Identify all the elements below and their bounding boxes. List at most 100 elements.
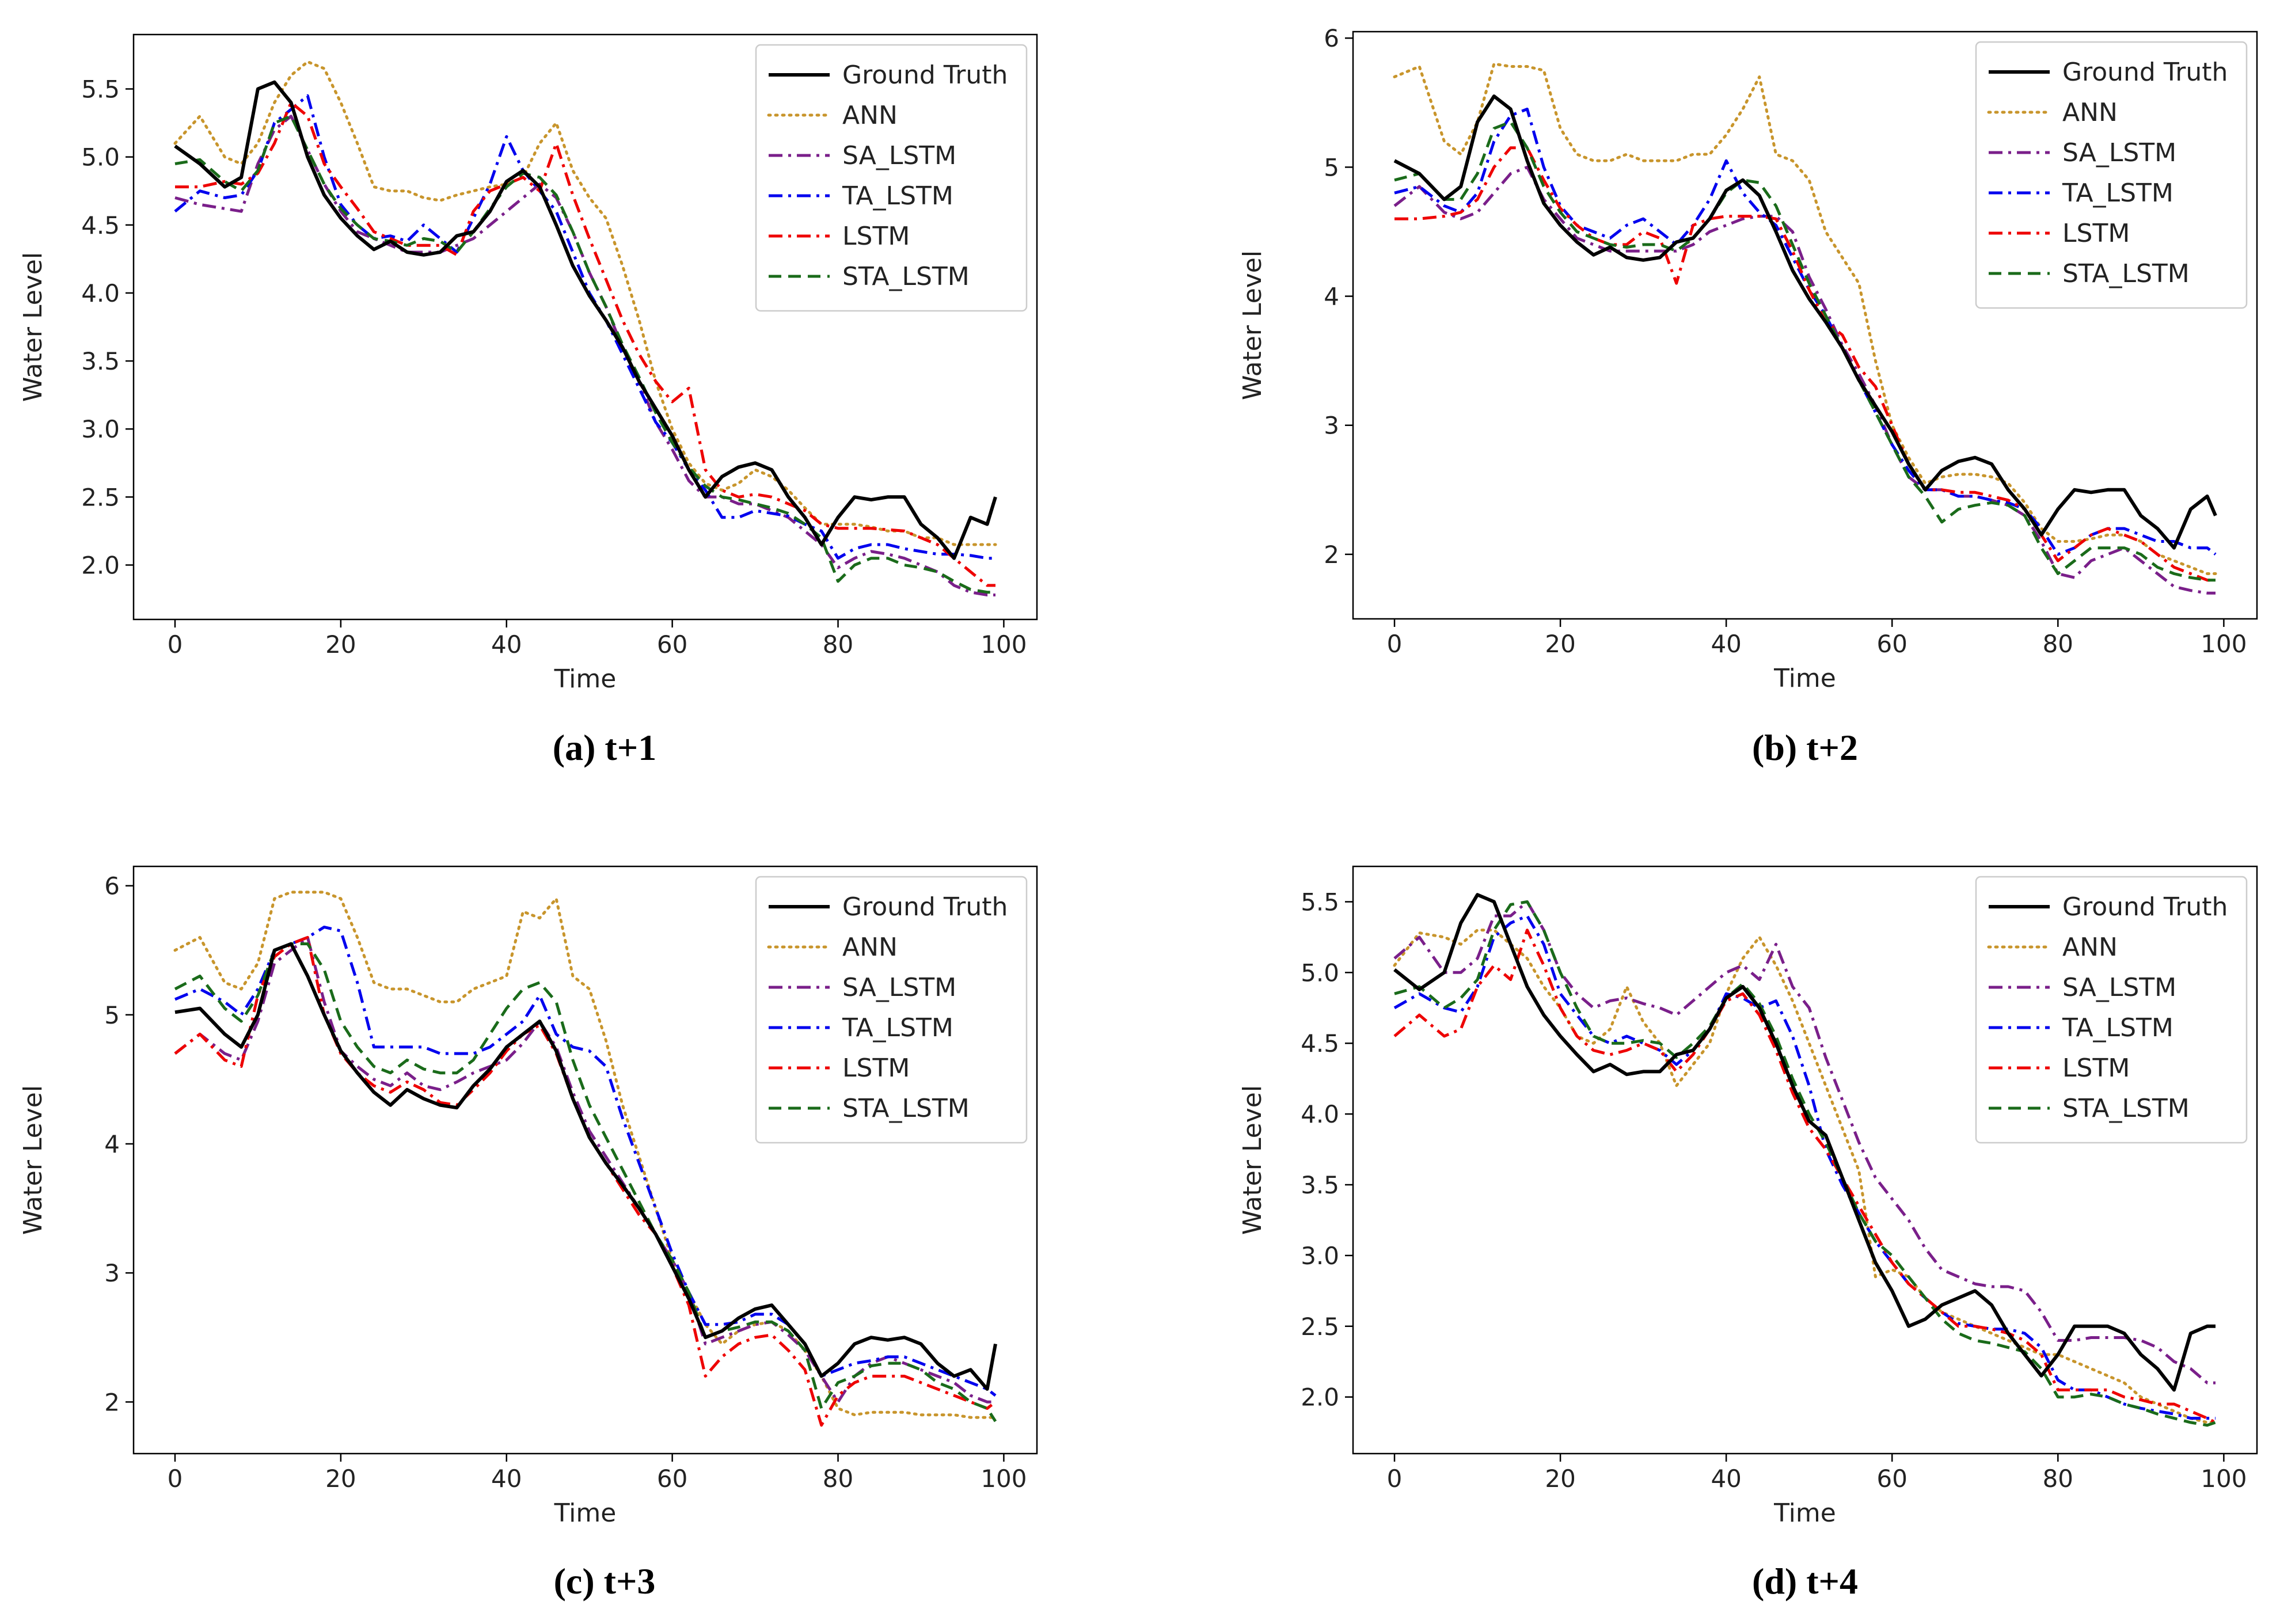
legend: Ground Truth ANN SA_LSTM TA_LSTM LSTM STA_LST… — [1975, 41, 2248, 309]
plot-frame — [132, 33, 1038, 621]
series-line-sta-lstm — [174, 942, 997, 1423]
x-tick-label: 60 — [1877, 1465, 1907, 1493]
panel-a: 0 20 40 60 80 100 2.0 2.5 3.0 3.5 4.0 4.5 5.0 5.5 Time… — [18, 33, 1038, 768]
series-line-ta-lstm — [1394, 108, 2217, 556]
x-tick-label: 20 — [325, 630, 356, 659]
plot-frame — [132, 865, 1038, 1455]
y-axis-label: Water Level — [1238, 250, 1267, 400]
legend-label: ANN — [842, 101, 898, 130]
legend-label: ANN — [2062, 933, 2118, 962]
legend: Ground Truth ANN SA_LSTM TA_LSTM LSTM STA_LST… — [1975, 876, 2248, 1144]
y-tick-label: 4.5 — [81, 211, 120, 239]
x-tick-label: 100 — [981, 630, 1027, 659]
legend-label: ANN — [842, 933, 898, 962]
y-tick-label: 3.5 — [81, 347, 120, 375]
y-tick-label: 6 — [1324, 24, 1339, 52]
x-tick-label: 100 — [981, 1465, 1027, 1493]
y-tick-label: 5.5 — [1301, 888, 1339, 916]
series-line-lstm — [1393, 929, 2217, 1424]
legend-label: SA_LSTM — [842, 141, 956, 170]
series-line-ground-truth — [1393, 893, 2216, 1392]
legend: Ground Truth ANN SA_LSTM TA_LSTM LSTM STA_LST… — [755, 876, 1028, 1144]
legend-label: LSTM — [842, 1053, 910, 1083]
legend-label: ANN — [2062, 98, 2118, 127]
x-tick-label: 0 — [1387, 630, 1403, 658]
legend-label: LSTM — [2062, 219, 2130, 248]
panel-caption: (c) t+3 — [554, 1561, 656, 1602]
x-tick-label: 80 — [2043, 1465, 2073, 1493]
legend-label: TA_LSTM — [842, 181, 953, 211]
series-line-sa-lstm — [174, 935, 995, 1404]
x-axis-label: Time — [1773, 1499, 1836, 1528]
series-line-ann — [1393, 929, 2217, 1424]
panel-c: 0 20 40 60 80 100 2 3 4 5 6 Time Water Level Ground T… — [18, 865, 1038, 1602]
legend-label: SA_LSTM — [842, 973, 956, 1002]
y-tick-label: 2.0 — [81, 551, 120, 579]
y-tick-label: 2.5 — [81, 483, 120, 511]
x-tick-label: 40 — [1711, 630, 1741, 658]
x-tick-label: 60 — [1877, 630, 1907, 658]
series-line-lstm — [175, 101, 995, 587]
x-tick-label: 100 — [2201, 630, 2247, 658]
x-tick-label: 20 — [325, 1465, 356, 1493]
x-tick-label: 100 — [2201, 1465, 2247, 1493]
y-tick-label: 5.0 — [1301, 959, 1339, 987]
legend-box — [1975, 41, 2248, 309]
x-tick-label: 60 — [657, 630, 687, 659]
y-tick-label: 3 — [1324, 412, 1339, 440]
y-tick-label: 6 — [104, 872, 120, 900]
panel-caption: (b) t+2 — [1752, 727, 1858, 768]
x-axis-label: Time — [1773, 664, 1836, 693]
legend-label: Ground Truth — [842, 892, 1008, 922]
y-tick-label: 2.0 — [1301, 1383, 1339, 1412]
x-tick-label: 80 — [823, 630, 853, 659]
x-axis-label: Time — [554, 664, 617, 694]
y-tick-label: 5.0 — [81, 143, 120, 172]
series-line-ta-lstm — [174, 94, 995, 560]
legend: Ground Truth ANN SA_LSTM TA_LSTM LSTM STA_LST… — [755, 44, 1028, 312]
y-tick-label: 4 — [104, 1130, 120, 1158]
series-line-ground-truth — [174, 942, 997, 1391]
y-tick-label: 4.0 — [1301, 1100, 1339, 1128]
y-tick-label: 3.0 — [1301, 1242, 1339, 1270]
x-axis-label: Time — [554, 1499, 617, 1528]
legend-label: Ground Truth — [2062, 892, 2228, 922]
legend-box — [755, 44, 1028, 312]
y-axis-label: Water Level — [18, 1085, 48, 1235]
x-tick-label: 80 — [823, 1465, 853, 1493]
legend-label: Ground Truth — [2062, 58, 2228, 87]
y-tick-label: 4.0 — [81, 279, 120, 307]
legend-label: TA_LSTM — [2062, 1013, 2173, 1043]
x-tick-label: 20 — [1545, 630, 1575, 658]
series-line-ground-truth — [174, 80, 997, 560]
x-tick-label: 40 — [491, 1465, 522, 1493]
x-tick-label: 0 — [168, 630, 183, 659]
legend-label: STA_LSTM — [2062, 1094, 2190, 1123]
legend-label: STA_LSTM — [842, 262, 970, 291]
y-tick-label: 2 — [1324, 541, 1339, 569]
legend-label: STA_LSTM — [842, 1094, 970, 1123]
x-tick-label: 20 — [1545, 1465, 1575, 1493]
y-tick-label: 5 — [1324, 153, 1339, 181]
plot-frame — [1352, 865, 2258, 1455]
legend-label: SA_LSTM — [2062, 973, 2176, 1002]
x-tick-label: 40 — [1711, 1465, 1741, 1493]
legend-label: TA_LSTM — [842, 1013, 953, 1043]
x-tick-label: 60 — [657, 1465, 687, 1493]
y-tick-label: 2 — [104, 1388, 120, 1416]
x-tick-label: 80 — [2043, 630, 2073, 658]
y-axis-label: Water Level — [1238, 1085, 1267, 1235]
y-tick-label: 4 — [1324, 283, 1339, 311]
series-line-ann — [173, 60, 997, 546]
legend-label: TA_LSTM — [2062, 178, 2173, 208]
x-tick-label: 0 — [1387, 1465, 1403, 1493]
legend-label: Ground Truth — [842, 60, 1008, 90]
legend-box — [755, 876, 1028, 1144]
series-line-sta-lstm — [1394, 120, 2216, 582]
series-line-sta-lstm — [174, 115, 995, 594]
legend-label: STA_LSTM — [2062, 259, 2190, 288]
panel-caption: (d) t+4 — [1752, 1561, 1858, 1602]
x-tick-label: 0 — [168, 1465, 183, 1493]
y-tick-label: 5 — [104, 1001, 120, 1029]
